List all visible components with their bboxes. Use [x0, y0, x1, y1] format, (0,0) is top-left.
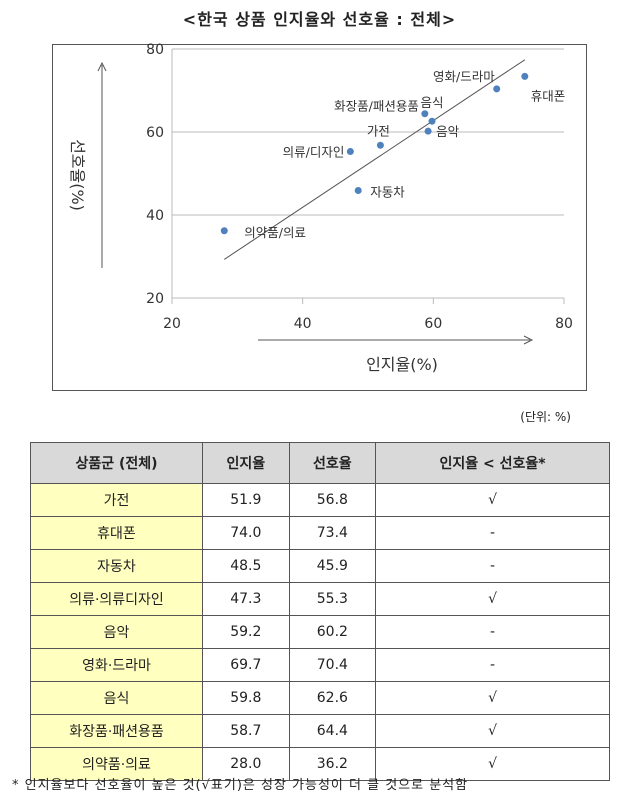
data-point [521, 72, 529, 80]
awareness-cell: 28.0 [202, 747, 290, 781]
x-tick-label: 80 [555, 316, 573, 332]
table-row: 자동차 48.5 45.9- [30, 549, 610, 583]
flag-cell: - [375, 615, 610, 649]
preference-cell: 60.2 [288, 615, 377, 649]
awareness-cell: 59.8 [202, 681, 290, 715]
flag-cell: - [375, 516, 610, 550]
awareness-cell: 48.5 [202, 549, 290, 583]
data-point [346, 148, 354, 156]
data-label: 의약품/의료 [244, 225, 306, 240]
data-point [220, 227, 228, 235]
table-row: 가전 51.9 56.8 √ [30, 483, 610, 517]
chart-title: <한국 상품 인지율와 선호율 : 전체> [182, 10, 457, 29]
flag-cell: √ [375, 714, 610, 748]
data-label: 휴대폰 [531, 88, 566, 103]
data-table: 상품군 (전체) 인지율 선호율 인지율 < 선호율* 가전 51.9 56.8 √ 휴대폰 7… [30, 442, 610, 781]
preference-cell: 64.4 [288, 714, 377, 748]
data-label: 화장품/패션용품 [334, 99, 419, 114]
category-cell: 영화·드라마 [30, 648, 203, 682]
y-axis-label: 선호율(%) [68, 139, 87, 211]
data-point [424, 127, 432, 135]
table-row: 휴대폰 74.0 73.4- [30, 516, 610, 550]
category-cell: 화장품·패션용품 [30, 714, 203, 748]
scatter-chart [52, 44, 587, 391]
awareness-cell: 59.2 [202, 615, 290, 649]
x-tick-label: 60 [424, 316, 442, 332]
preference-cell: 70.4 [288, 648, 377, 682]
x-arrow-icon [523, 335, 534, 345]
preference-cell: 55.3 [288, 582, 377, 616]
y-tick-label: 80 [146, 42, 164, 58]
table-row: 음악 59.2 60.2- [30, 615, 610, 649]
data-label: 자동차 [370, 185, 405, 200]
column-header: 인지율 < 선호율* [375, 442, 610, 484]
y-arrow-icon [97, 61, 107, 72]
trendline [223, 59, 526, 260]
preference-cell: 62.6 [288, 681, 377, 715]
table-row: 음식 59.8 62.6 √ [30, 681, 610, 715]
preference-cell: 73.4 [288, 516, 377, 550]
data-label: 의류/디자인 [283, 145, 345, 160]
awareness-cell: 58.7 [202, 714, 290, 748]
preference-cell: 45.9 [288, 549, 377, 583]
data-point [376, 141, 384, 149]
flag-cell: √ [375, 582, 610, 616]
data-point [421, 110, 429, 118]
data-label: 음식 [421, 95, 444, 110]
data-label: 음악 [436, 124, 460, 139]
flag-cell: √ [375, 681, 610, 715]
table-row: 의류·의류디자인 47.3 55.3 √ [30, 582, 610, 616]
table-header-row: 상품군 (전체) 인지율 선호율 인지율 < 선호율* [30, 442, 610, 484]
footnote: * 인지율보다 선호율이 높은 것(√표기)은 성장 가능성이 더 클 것으로 … [12, 778, 469, 793]
x-tick-label: 20 [163, 316, 181, 332]
data-point [428, 117, 436, 125]
awareness-cell: 51.9 [202, 483, 290, 517]
preference-cell: 56.8 [288, 483, 377, 517]
table-row: 의약품·의료 28.0 36.2 √ [30, 747, 610, 781]
category-cell: 의류·의류디자인 [30, 582, 203, 616]
category-cell: 휴대폰 [30, 516, 203, 550]
awareness-cell: 74.0 [202, 516, 290, 550]
data-point [493, 85, 501, 93]
flag-cell: - [375, 549, 610, 583]
data-label: 가전 [367, 123, 390, 138]
preference-cell: 36.2 [288, 747, 377, 781]
awareness-cell: 47.3 [202, 582, 290, 616]
category-cell: 음악 [30, 615, 203, 649]
category-cell: 음식 [30, 681, 203, 715]
category-cell: 가전 [30, 483, 203, 517]
flag-cell: √ [375, 747, 610, 781]
table-row: 영화·드라마 69.7 70.4- [30, 648, 610, 682]
x-tick-label: 40 [294, 316, 312, 332]
y-tick-label: 60 [146, 125, 164, 141]
flag-cell: - [375, 648, 610, 682]
column-header: 인지율 [202, 442, 290, 484]
flag-cell: √ [375, 483, 610, 517]
data-label: 영화/드라마 [433, 69, 495, 84]
y-tick-label: 40 [146, 208, 164, 224]
table-row: 화장품·패션용품 58.7 64.4 √ [30, 714, 610, 748]
unit-label: (단위: %) [520, 410, 571, 424]
category-cell: 의약품·의료 [30, 747, 203, 781]
category-cell: 자동차 [30, 549, 203, 583]
data-point [354, 187, 362, 195]
column-header: 상품군 (전체) [30, 442, 203, 484]
y-tick-label: 20 [146, 291, 164, 307]
column-header: 선호율 [288, 442, 377, 484]
awareness-cell: 69.7 [202, 648, 290, 682]
x-axis-label: 인지율(%) [366, 355, 438, 374]
